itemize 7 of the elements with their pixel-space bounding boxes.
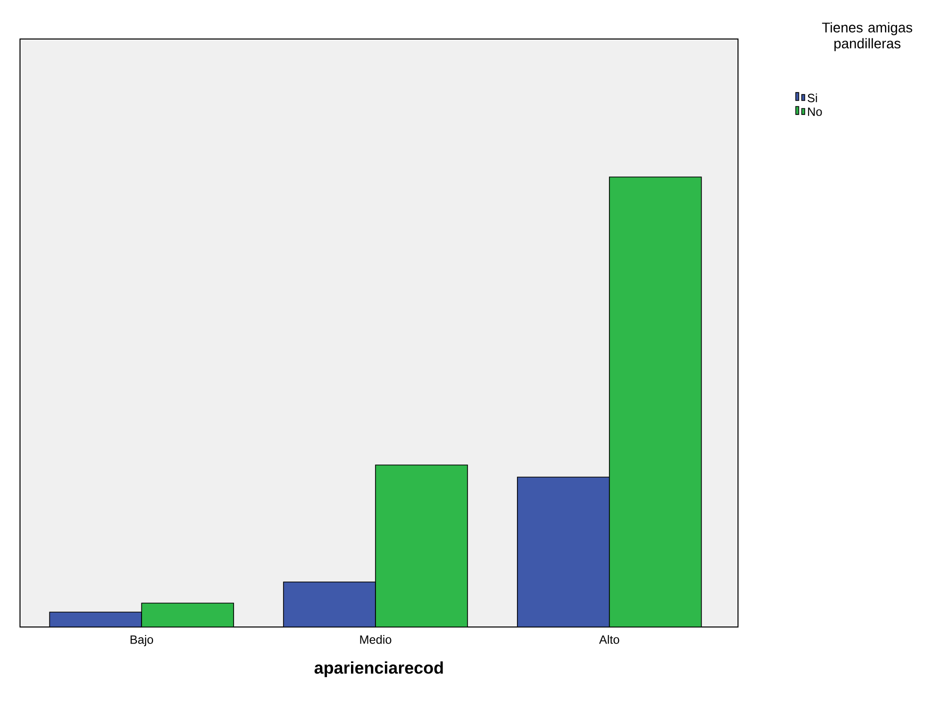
x-tick-label: Alto [599, 635, 620, 644]
x-tick-label: Bajo [130, 635, 154, 646]
x-tick-label: Medio [360, 635, 392, 644]
x-axis-title: aparienciarecod [314, 661, 443, 678]
legend-label: No [808, 108, 822, 116]
legend-title: Tienes amigas pandilleras [822, 22, 912, 52]
legend-label: Si [808, 93, 817, 102]
